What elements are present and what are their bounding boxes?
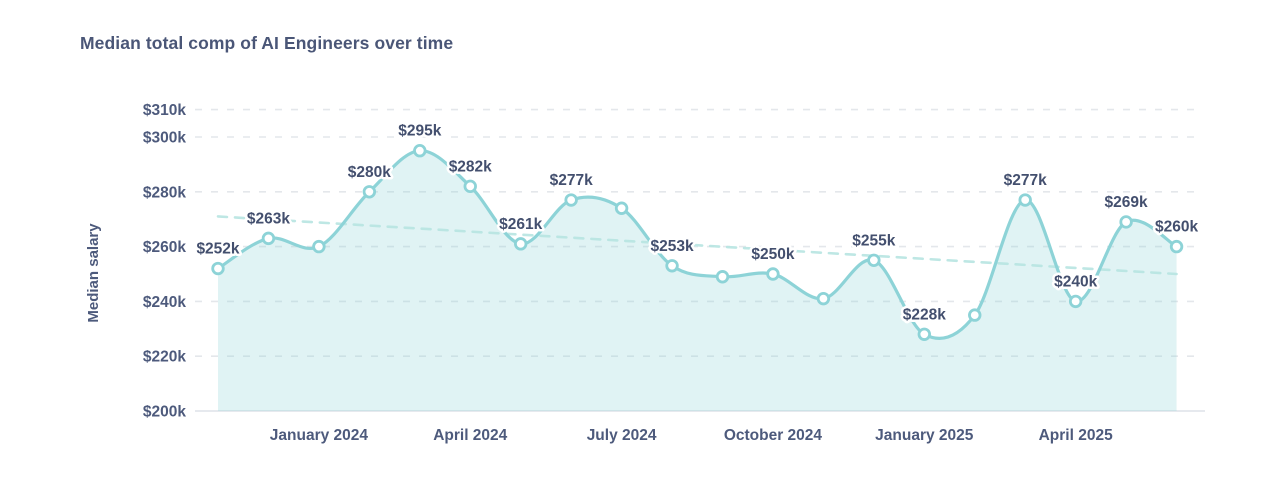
x-tick-label: January 2024: [270, 427, 369, 444]
data-point-label: $250k: [751, 246, 794, 263]
y-tick-label: $240k: [143, 294, 186, 311]
data-point-label: $260k: [1155, 219, 1198, 236]
data-point-marker[interactable]: [614, 201, 629, 215]
y-tick-label: $310k: [143, 102, 186, 119]
x-tick-label: July 2024: [587, 427, 657, 444]
data-point-label: $240k: [1054, 273, 1097, 290]
data-point-label: $269k: [1105, 194, 1148, 211]
data-point-marker[interactable]: [1169, 239, 1184, 254]
data-point-marker[interactable]: [1068, 294, 1083, 309]
data-point-marker[interactable]: [665, 259, 679, 273]
data-point-marker[interactable]: [564, 193, 578, 207]
data-point-label: $261k: [499, 216, 542, 233]
data-point-marker[interactable]: [816, 291, 831, 306]
data-point-marker[interactable]: [362, 185, 377, 199]
data-point-marker[interactable]: [968, 308, 982, 322]
data-point-marker[interactable]: [312, 239, 326, 254]
data-point-marker[interactable]: [1018, 193, 1032, 207]
y-tick-label: $260k: [143, 239, 186, 256]
data-point-marker[interactable]: [867, 253, 881, 267]
data-point-label: $282k: [449, 158, 492, 175]
data-point-marker[interactable]: [463, 179, 477, 194]
data-point-marker[interactable]: [766, 267, 780, 281]
x-tick-label: April 2025: [1039, 427, 1113, 444]
x-tick-label: January 2025: [875, 427, 974, 444]
y-tick-label: $220k: [143, 349, 186, 366]
data-point-marker[interactable]: [211, 261, 225, 276]
trend-line: [216, 215, 1178, 276]
y-tick-label: $200k: [143, 404, 186, 421]
data-point-marker[interactable]: [261, 231, 276, 246]
x-tick-label: April 2024: [433, 427, 507, 444]
y-tick-label: $300k: [143, 130, 186, 147]
y-axis-title: Median salary: [85, 223, 102, 323]
area-fill: [218, 150, 1177, 411]
data-point-label: $228k: [903, 306, 946, 323]
data-point-label: $255k: [852, 232, 895, 249]
x-tick-label: October 2024: [724, 427, 823, 444]
data-point-label: $253k: [650, 238, 693, 255]
data-point-marker[interactable]: [1119, 215, 1133, 229]
data-point-label: $277k: [550, 172, 593, 189]
chart-title: Median total comp of AI Engineers over t…: [80, 33, 454, 53]
data-point-label: $277k: [1004, 172, 1047, 189]
data-point-label: $263k: [247, 210, 290, 227]
data-point-marker[interactable]: [917, 327, 932, 341]
data-point-marker[interactable]: [514, 237, 528, 251]
data-point-label: $252k: [196, 241, 239, 258]
data-point-marker[interactable]: [715, 270, 730, 284]
y-tick-label: $280k: [143, 184, 186, 201]
data-point-label: $295k: [398, 123, 441, 140]
data-point-label: $280k: [348, 164, 391, 181]
data-point-marker[interactable]: [413, 143, 427, 158]
